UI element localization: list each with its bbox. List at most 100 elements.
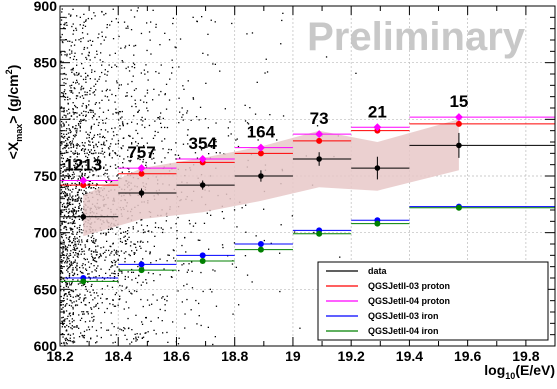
event-dot xyxy=(126,123,128,125)
event-dot xyxy=(71,68,74,70)
event-dot xyxy=(75,132,78,134)
event-dot xyxy=(83,253,86,255)
event-dot xyxy=(68,198,70,200)
event-dot xyxy=(66,282,68,284)
event-dot xyxy=(96,160,98,163)
event-dot xyxy=(85,76,87,78)
model-point xyxy=(374,220,381,227)
event-dot xyxy=(254,113,257,115)
event-dot xyxy=(94,103,96,105)
event-dot xyxy=(65,121,67,123)
event-dot xyxy=(99,107,101,109)
event-dot xyxy=(69,57,71,59)
bin-count: 73 xyxy=(310,109,329,128)
event-dot xyxy=(121,171,123,173)
event-dot xyxy=(154,149,156,151)
event-dot xyxy=(87,164,90,166)
event-dot xyxy=(99,59,101,61)
event-dot xyxy=(79,127,81,129)
event-dot xyxy=(89,109,92,111)
event-dot xyxy=(116,175,118,177)
event-dot xyxy=(98,257,100,259)
event-dot xyxy=(82,192,84,195)
event-dot xyxy=(78,163,81,165)
event-dot xyxy=(109,89,111,91)
event-dot xyxy=(60,189,63,191)
event-dot xyxy=(63,111,65,113)
event-dot xyxy=(63,114,65,116)
event-dot xyxy=(189,223,191,225)
event-dot xyxy=(70,284,72,286)
event-dot xyxy=(71,50,73,52)
event-dot xyxy=(111,93,113,96)
event-dot xyxy=(81,63,83,65)
event-dot xyxy=(76,265,78,267)
model-point xyxy=(315,130,324,139)
event-dot xyxy=(142,229,145,231)
event-dot xyxy=(82,144,84,146)
event-dot xyxy=(85,192,87,194)
event-dot xyxy=(81,53,83,55)
event-dot xyxy=(121,285,123,287)
event-dot xyxy=(135,277,137,279)
event-dot xyxy=(105,80,107,82)
event-dot xyxy=(144,126,146,129)
event-dot xyxy=(85,286,87,288)
event-dot xyxy=(87,235,90,237)
event-dot xyxy=(62,278,64,280)
event-dot xyxy=(71,302,73,304)
event-dot xyxy=(68,260,71,262)
event-dot xyxy=(78,218,81,220)
event-dot xyxy=(93,146,95,149)
event-dot xyxy=(73,273,76,275)
event-dot xyxy=(70,229,72,231)
event-dot xyxy=(108,148,110,150)
event-dot xyxy=(86,192,88,194)
event-dot xyxy=(69,294,71,296)
event-dot xyxy=(73,239,75,242)
event-dot xyxy=(114,127,116,129)
event-dot xyxy=(120,250,123,252)
event-dot xyxy=(60,193,62,195)
event-dot xyxy=(88,144,90,146)
event-dot xyxy=(86,94,88,96)
event-dot xyxy=(74,261,76,263)
event-dot xyxy=(60,256,62,258)
event-dot xyxy=(94,56,96,59)
event-dot xyxy=(93,250,95,253)
event-dot xyxy=(102,119,104,121)
event-dot xyxy=(136,249,138,251)
event-dot xyxy=(91,312,93,315)
event-dot xyxy=(126,286,128,288)
event-dot xyxy=(71,200,74,202)
event-dot xyxy=(65,310,68,312)
event-dot xyxy=(135,314,137,316)
event-dot xyxy=(85,161,87,163)
event-dot xyxy=(91,18,93,20)
x-tick-label: 18.2 xyxy=(46,348,73,364)
event-dot xyxy=(168,148,170,151)
event-dot xyxy=(131,329,133,331)
event-dot xyxy=(86,239,89,241)
event-dot xyxy=(133,338,135,340)
event-dot xyxy=(138,274,140,277)
event-dot xyxy=(117,113,120,115)
event-dot xyxy=(64,338,66,340)
event-dot xyxy=(65,22,68,24)
event-dot xyxy=(60,290,62,292)
event-dot xyxy=(141,337,143,339)
event-dot xyxy=(83,330,86,333)
event-dot xyxy=(65,237,68,239)
event-dot xyxy=(122,145,124,147)
event-dot xyxy=(155,71,157,73)
event-dot xyxy=(69,98,71,100)
event-dot xyxy=(63,312,65,314)
event-dot xyxy=(67,268,69,270)
event-dot xyxy=(81,284,83,287)
event-dot xyxy=(124,278,126,280)
event-dot xyxy=(70,144,72,146)
event-dot xyxy=(150,53,152,55)
event-dot xyxy=(72,146,75,148)
event-dot xyxy=(68,112,71,114)
event-dot xyxy=(74,167,76,169)
